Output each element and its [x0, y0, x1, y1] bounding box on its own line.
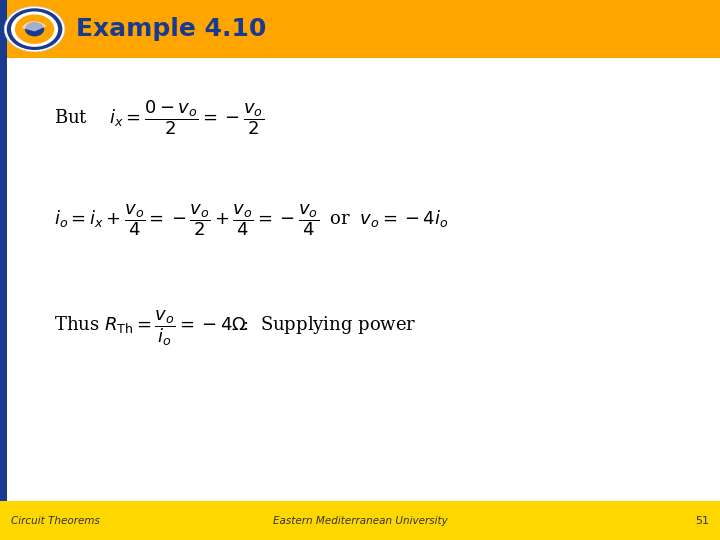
- Text: But $\quad i_x = \dfrac{0-v_o}{2} = -\dfrac{v_o}{2}$: But $\quad i_x = \dfrac{0-v_o}{2} = -\df…: [54, 98, 264, 137]
- Text: Eastern Mediterranean University: Eastern Mediterranean University: [273, 516, 447, 525]
- Text: 51: 51: [696, 516, 709, 525]
- Circle shape: [4, 6, 65, 52]
- Wedge shape: [22, 21, 46, 31]
- Text: Circuit Theorems: Circuit Theorems: [11, 516, 99, 525]
- Wedge shape: [15, 15, 54, 44]
- Text: Thus $R_{\mathrm{Th}} = \dfrac{v_o}{i_o} = -4\Omega\!$:  Supplying power: Thus $R_{\mathrm{Th}} = \dfrac{v_o}{i_o}…: [54, 308, 417, 348]
- Circle shape: [11, 11, 58, 47]
- Text: Example 4.10: Example 4.10: [76, 17, 266, 41]
- Bar: [0, 58, 7, 501]
- Bar: [0, 501, 720, 540]
- Text: $i_o = i_x + \dfrac{v_o}{4} = -\dfrac{v_o}{2} + \dfrac{v_o}{4} = -\dfrac{v_o}{4}: $i_o = i_x + \dfrac{v_o}{4} = -\dfrac{v_…: [54, 202, 449, 238]
- Bar: [0, 0, 720, 58]
- Bar: [0, 0, 7, 58]
- Circle shape: [25, 22, 44, 36]
- Circle shape: [6, 8, 63, 50]
